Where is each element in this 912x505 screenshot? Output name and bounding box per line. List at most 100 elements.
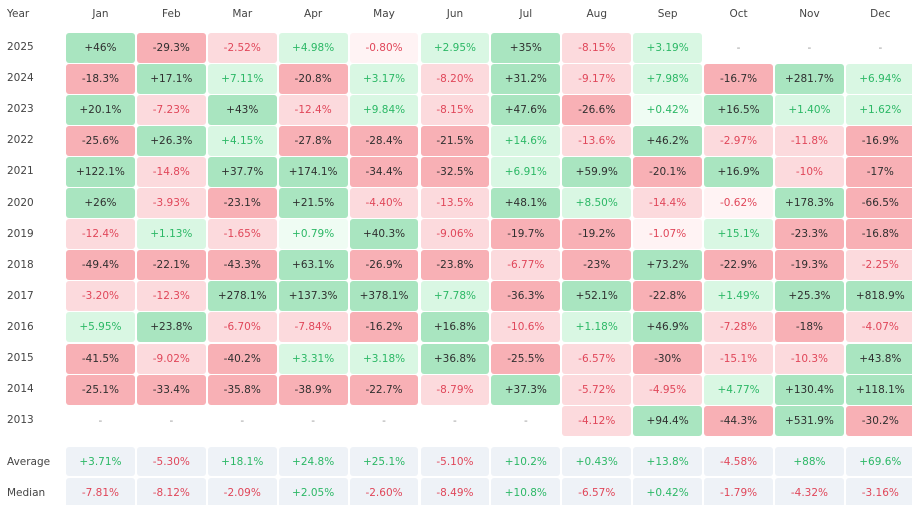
return-cell: +15.1% [704,219,773,250]
return-cell: -2.52% [207,32,277,63]
return-cell: -12.4% [66,219,135,250]
summary-cell: -2.60% [349,478,419,505]
return-cell: +281.7% [775,63,844,94]
return-cell: -32.5% [420,156,490,187]
return-cell: -13.5% [420,188,490,218]
return-cell: +5.95% [66,312,135,343]
return-cell: -2.25% [845,250,912,281]
return-cell: -34.4% [349,156,419,187]
return-cell: -25.1% [66,374,135,405]
return-cell: +0.79% [278,219,348,250]
return-cell: -6.57% [562,343,632,374]
return-cell: +7.98% [633,63,703,94]
return-cell: -9.06% [420,219,490,250]
return-cell: +531.9% [775,405,844,436]
return-cell: -38.9% [278,374,348,405]
return-cell: -14.4% [633,188,703,218]
return-cell: -43.3% [207,250,277,281]
return-cell: -21.5% [420,125,490,156]
return-cell: -20.1% [633,156,703,187]
return-cell: - [382,414,386,427]
return-cell: -8.15% [562,32,632,63]
summary-cell: +3.71% [66,447,135,476]
summary-cell: -4.58% [704,447,773,476]
column-header: Year [7,8,30,20]
return-cell: +36.8% [420,343,490,374]
return-cell: -30% [633,343,703,374]
return-cell: -4.07% [845,312,912,343]
return-cell: -15.1% [704,343,773,374]
summary-cell: -4.32% [775,478,844,505]
summary-label: Median [7,486,46,499]
return-cell: +1.40% [775,94,844,125]
summary-cell: -5.30% [136,447,206,476]
return-cell: -8.79% [420,374,490,405]
return-cell: -30.2% [845,405,912,436]
return-cell: +43% [207,94,277,125]
return-cell: -3.93% [136,188,206,218]
return-cell: -0.62% [704,188,773,218]
return-cell: -0.80% [349,32,419,63]
return-cell: +43.8% [845,343,912,374]
summary-cell: -1.79% [704,478,773,505]
summary-cell: -7.81% [66,478,135,505]
return-cell: - [169,414,174,427]
return-cell: +4.77% [704,374,773,405]
return-cell: -18% [775,312,844,343]
return-cell: -3.20% [66,281,135,312]
return-cell: -16.9% [845,125,912,156]
row-label: 2013 [7,414,34,427]
return-cell: +118.1% [845,374,912,405]
return-cell: -23.1% [207,188,277,218]
column-header: Jun [446,8,464,20]
return-cell: +2.95% [420,32,490,63]
return-cell: +73.2% [633,250,703,281]
return-cell: -23.8% [420,250,490,281]
return-cell: - [807,41,812,54]
return-cell: -25.5% [491,343,561,374]
return-cell: -7.23% [136,94,206,125]
summary-cell: +13.8% [633,447,703,476]
return-cell: -8.15% [420,94,490,125]
return-cell: +47.6% [491,94,561,125]
column-header: Mar [232,8,253,20]
return-cell: +6.91% [491,156,561,187]
column-header: Nov [799,8,820,20]
summary-cell: +25.1% [349,447,419,476]
return-cell: +26.3% [136,125,206,156]
return-cell: +8.50% [562,188,632,218]
return-cell: -7.84% [278,312,348,343]
column-header: Aug [586,8,607,20]
column-header: Oct [729,8,748,20]
return-cell: -19.7% [491,219,561,250]
return-cell: +25.3% [775,281,844,312]
column-header: Sep [657,8,678,20]
return-cell: -10% [775,156,844,187]
summary-cell: -8.12% [136,478,206,505]
return-cell: - [736,41,741,54]
return-cell: +20.1% [66,94,135,125]
return-cell: -22.8% [633,281,703,312]
return-cell: +6.94% [845,63,912,94]
return-cell: - [453,414,457,427]
column-header: Dec [870,8,891,20]
return-cell: -8.20% [420,63,490,94]
return-cell: +4.98% [278,32,348,63]
return-cell: -44.3% [704,405,773,436]
row-label: 2016 [7,320,34,333]
return-cell: -19.2% [562,219,632,250]
return-cell: +94.4% [633,405,703,436]
return-cell: -12.4% [278,94,348,125]
return-cell: +26% [66,188,135,218]
return-cell: -23.3% [775,219,844,250]
return-cell: -22.7% [349,374,419,405]
row-label: 2014 [7,383,34,396]
return-cell: +378.1% [349,281,419,312]
return-cell: -17% [845,156,912,187]
return-cell: -33.4% [136,374,206,405]
return-cell: -11.8% [775,125,844,156]
return-cell: +137.3% [278,281,348,312]
summary-cell: +24.8% [278,447,348,476]
row-label: 2025 [7,41,34,53]
return-cell: - [98,414,103,427]
